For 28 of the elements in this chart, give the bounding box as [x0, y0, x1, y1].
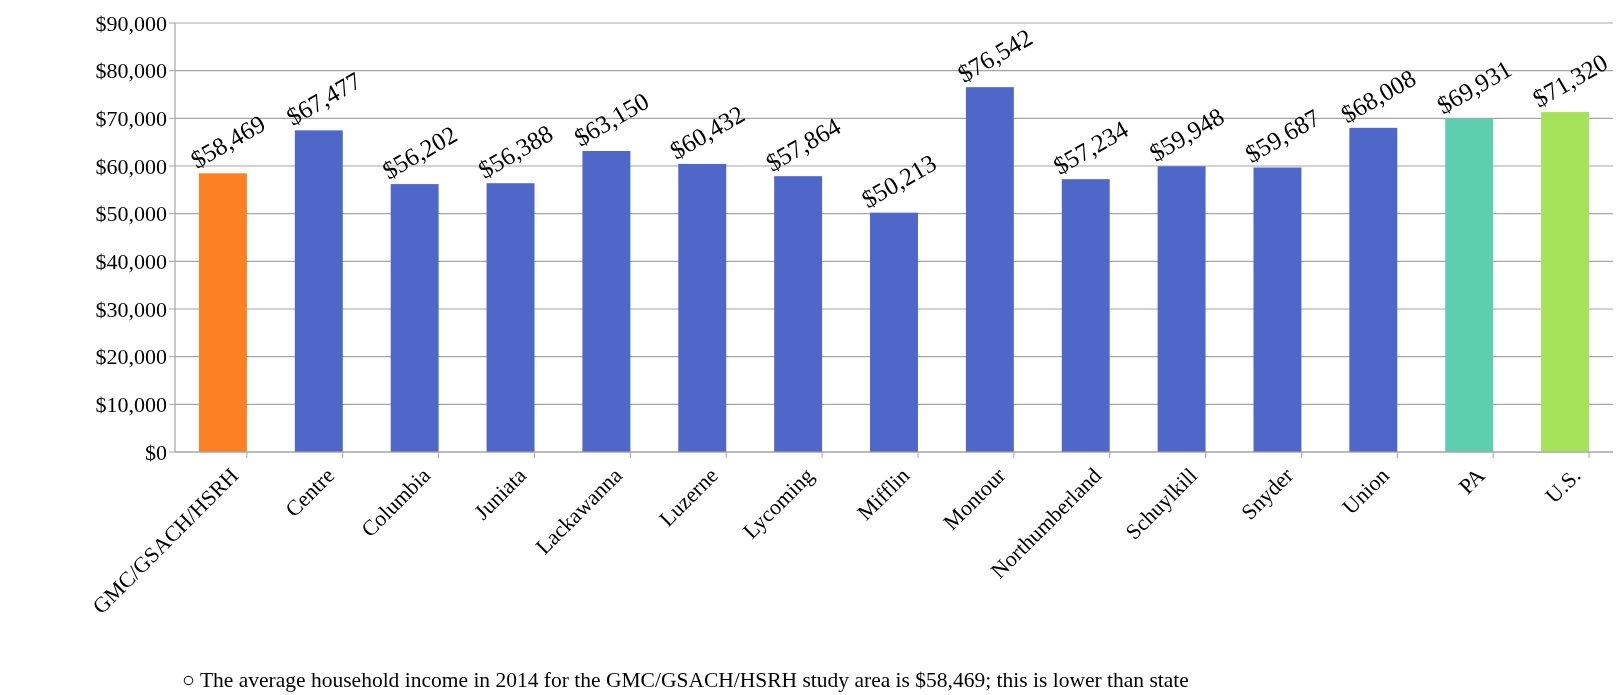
- bar: [1445, 118, 1494, 452]
- bar: [774, 176, 823, 452]
- y-tick-label: $40,000: [95, 249, 167, 275]
- y-tick-label: $0: [145, 439, 167, 465]
- x-tick-label: U.S.: [1540, 462, 1586, 509]
- bar: [965, 87, 1014, 452]
- bar: [678, 163, 727, 452]
- bar: [1349, 127, 1398, 452]
- bar: [294, 130, 343, 452]
- x-tick-label: PA: [1453, 462, 1490, 499]
- y-tick-label: $90,000: [95, 10, 167, 36]
- bar: [582, 150, 631, 452]
- bar: [390, 184, 439, 452]
- bar: [486, 183, 535, 452]
- y-tick-label: $80,000: [95, 58, 167, 84]
- bar: [1541, 112, 1590, 452]
- y-tick-label: $30,000: [95, 296, 167, 322]
- y-tick-label: $70,000: [95, 106, 167, 132]
- y-tick-label: $20,000: [95, 344, 167, 370]
- y-tick-label: $10,000: [95, 392, 167, 418]
- y-tick-label: $50,000: [95, 201, 167, 227]
- y-tick-label: $60,000: [95, 153, 167, 179]
- bar: [870, 212, 918, 452]
- bar: [1157, 166, 1206, 452]
- text: ○ The average household income in 2014 for the GMC/GSACH/HSRH study area is $58,469; this is lower than state: [182, 668, 1189, 692]
- bar: [1061, 179, 1110, 452]
- bar: [198, 173, 247, 452]
- bar: [1253, 167, 1302, 452]
